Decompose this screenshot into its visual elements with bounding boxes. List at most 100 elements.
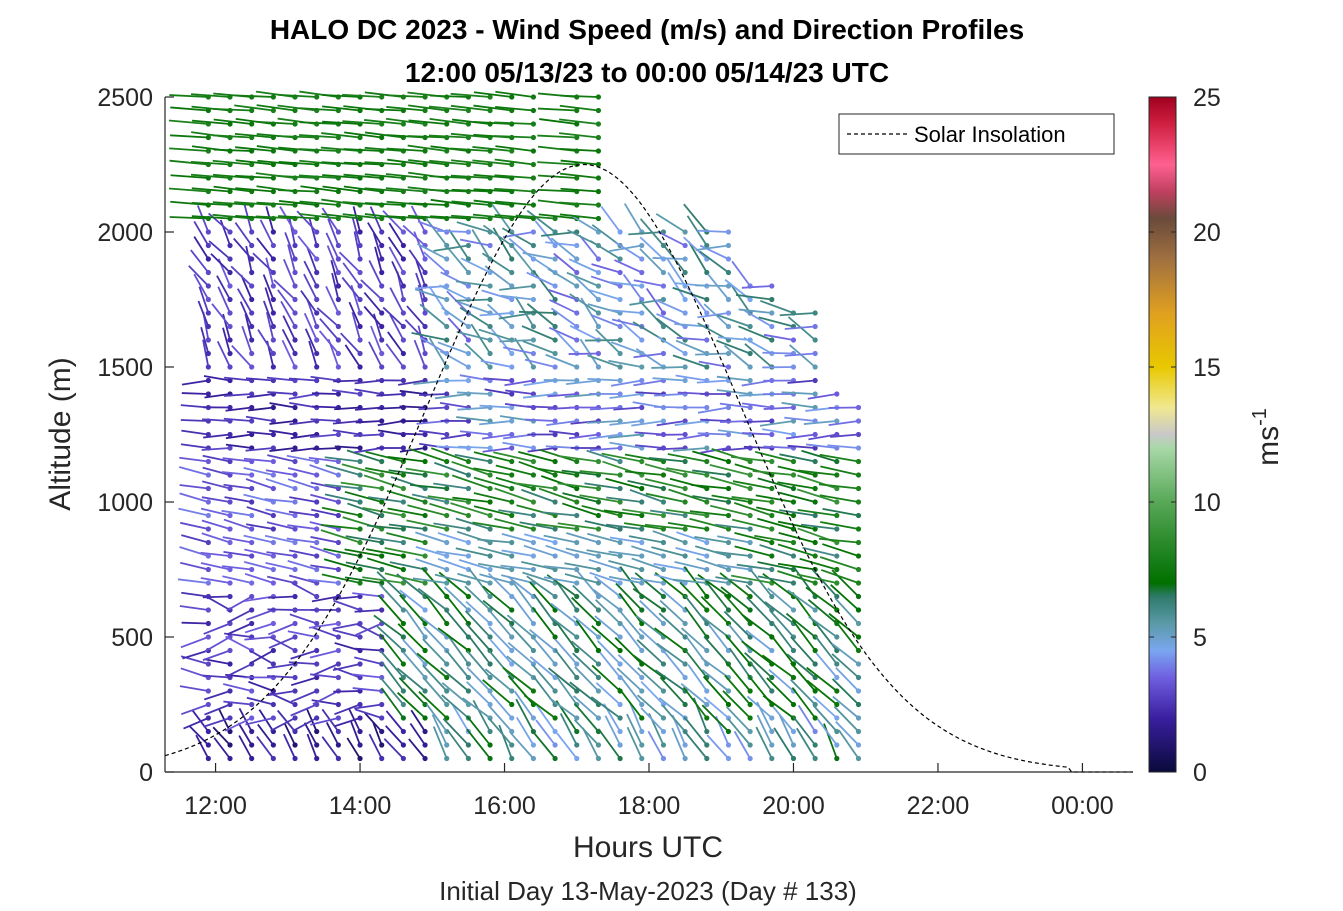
wind-barb-point bbox=[400, 647, 406, 654]
wind-barb-shaft bbox=[436, 550, 469, 557]
wind-barb-shaft bbox=[330, 260, 340, 287]
wind-barb-point bbox=[249, 350, 255, 357]
wind-barb-shaft bbox=[524, 418, 556, 422]
wind-barb-point bbox=[422, 175, 428, 181]
wind-barb-shaft bbox=[569, 293, 599, 314]
wind-barb-point bbox=[790, 755, 797, 762]
wind-barb-point bbox=[270, 526, 276, 532]
wind-barb-point bbox=[205, 242, 211, 249]
wind-barb-shaft bbox=[408, 119, 447, 125]
wind-barb-shaft bbox=[679, 581, 708, 611]
wind-barb-point bbox=[379, 715, 385, 721]
wind-barb-shaft bbox=[235, 146, 274, 152]
wind-barb-shaft bbox=[204, 393, 231, 399]
wind-barb-point bbox=[487, 364, 493, 370]
wind-barb-point bbox=[682, 499, 688, 505]
wind-barb-point bbox=[444, 202, 450, 208]
wind-barb-point bbox=[227, 121, 233, 127]
wind-barb-shaft bbox=[587, 377, 621, 382]
wind-barb-point bbox=[379, 512, 385, 519]
wind-barb-point bbox=[487, 593, 493, 600]
wind-barb-point bbox=[444, 566, 450, 573]
wind-barb-point bbox=[487, 107, 493, 114]
wind-barb-shaft bbox=[757, 517, 794, 530]
wind-barb-shaft bbox=[631, 545, 664, 557]
wind-barb-point bbox=[574, 728, 580, 735]
wind-barb-point bbox=[595, 553, 602, 559]
wind-barb-shaft bbox=[792, 715, 816, 746]
wind-barb-point bbox=[422, 472, 428, 478]
wind-barb-shaft bbox=[311, 699, 339, 706]
wind-barb-point bbox=[227, 661, 233, 667]
wind-barb-point bbox=[812, 458, 818, 465]
wind-barb-point bbox=[227, 715, 233, 721]
wind-barb-shaft bbox=[687, 240, 708, 273]
wind-barb-point bbox=[790, 499, 797, 505]
wind-barb-shaft bbox=[741, 285, 772, 289]
wind-barb-shaft bbox=[779, 509, 816, 517]
wind-barb-point bbox=[422, 553, 428, 559]
wind-barb-shaft bbox=[308, 456, 339, 463]
wind-barb-shaft bbox=[714, 523, 751, 530]
wind-barb-shaft bbox=[310, 536, 339, 544]
wind-barb-shaft bbox=[202, 466, 231, 476]
wind-barb-point bbox=[400, 553, 406, 559]
wind-barb-point bbox=[205, 688, 211, 694]
wind-barb-shaft bbox=[744, 309, 773, 328]
wind-barb-shaft bbox=[526, 575, 556, 598]
wind-barb-shaft bbox=[608, 359, 642, 368]
wind-barb-shaft bbox=[835, 721, 860, 746]
wind-barb-shaft bbox=[324, 483, 361, 490]
wind-barb-shaft bbox=[457, 406, 491, 411]
wind-barb-point bbox=[509, 742, 515, 748]
wind-barb-shaft bbox=[590, 696, 621, 719]
wind-barb-shaft bbox=[559, 104, 599, 112]
wind-barb-shaft bbox=[265, 561, 296, 571]
wind-barb-point bbox=[335, 242, 341, 249]
wind-barb-point bbox=[270, 715, 276, 721]
wind-barb-point bbox=[465, 580, 472, 586]
wind-barb-shaft bbox=[692, 469, 729, 476]
wind-barb-shaft bbox=[181, 621, 209, 625]
wind-barb-point bbox=[530, 202, 537, 208]
wind-barb-shaft bbox=[310, 493, 339, 503]
wind-barb-point bbox=[357, 269, 363, 276]
wind-barb-shaft bbox=[600, 205, 621, 233]
wind-barb-shaft bbox=[312, 663, 339, 676]
wind-barb-shaft bbox=[683, 236, 708, 260]
wind-barb-shaft bbox=[368, 341, 383, 368]
wind-barb-point bbox=[725, 458, 732, 465]
wind-barb-point bbox=[314, 256, 320, 262]
wind-barb-point bbox=[314, 377, 320, 384]
wind-barb-point bbox=[465, 661, 472, 667]
wind-barb-shaft bbox=[237, 288, 253, 314]
wind-barb-point bbox=[292, 445, 298, 451]
wind-barb-shaft bbox=[554, 648, 578, 679]
wind-barb-point bbox=[379, 485, 385, 492]
wind-barb-shaft bbox=[409, 448, 448, 463]
wind-barb-point bbox=[595, 526, 602, 532]
wind-barb-point bbox=[530, 337, 537, 343]
wind-barb-shaft bbox=[786, 653, 816, 679]
wind-barb-point bbox=[465, 607, 472, 613]
wind-barb-point bbox=[595, 539, 602, 546]
wind-barb-shaft bbox=[778, 491, 816, 503]
wind-barb-shaft bbox=[197, 300, 210, 327]
wind-barb-shaft bbox=[488, 717, 513, 746]
wind-barb-shaft bbox=[772, 705, 795, 733]
wind-barb-point bbox=[400, 742, 406, 748]
wind-barb-shaft bbox=[396, 667, 426, 692]
wind-barb-shaft bbox=[574, 719, 600, 746]
wind-barb-point bbox=[249, 256, 255, 262]
wind-barb-point bbox=[292, 431, 298, 438]
wind-barb-shaft bbox=[446, 729, 470, 760]
wind-barb-point bbox=[595, 499, 602, 505]
wind-barb-shaft bbox=[386, 490, 426, 503]
wind-barb-shaft bbox=[181, 379, 209, 386]
wind-barb-shaft bbox=[283, 722, 296, 746]
wind-barb-shaft bbox=[550, 602, 578, 625]
wind-barb-shaft bbox=[777, 481, 816, 490]
wind-barb-point bbox=[422, 323, 428, 330]
wind-barb-point bbox=[509, 94, 515, 100]
wind-barb-point bbox=[574, 242, 580, 249]
